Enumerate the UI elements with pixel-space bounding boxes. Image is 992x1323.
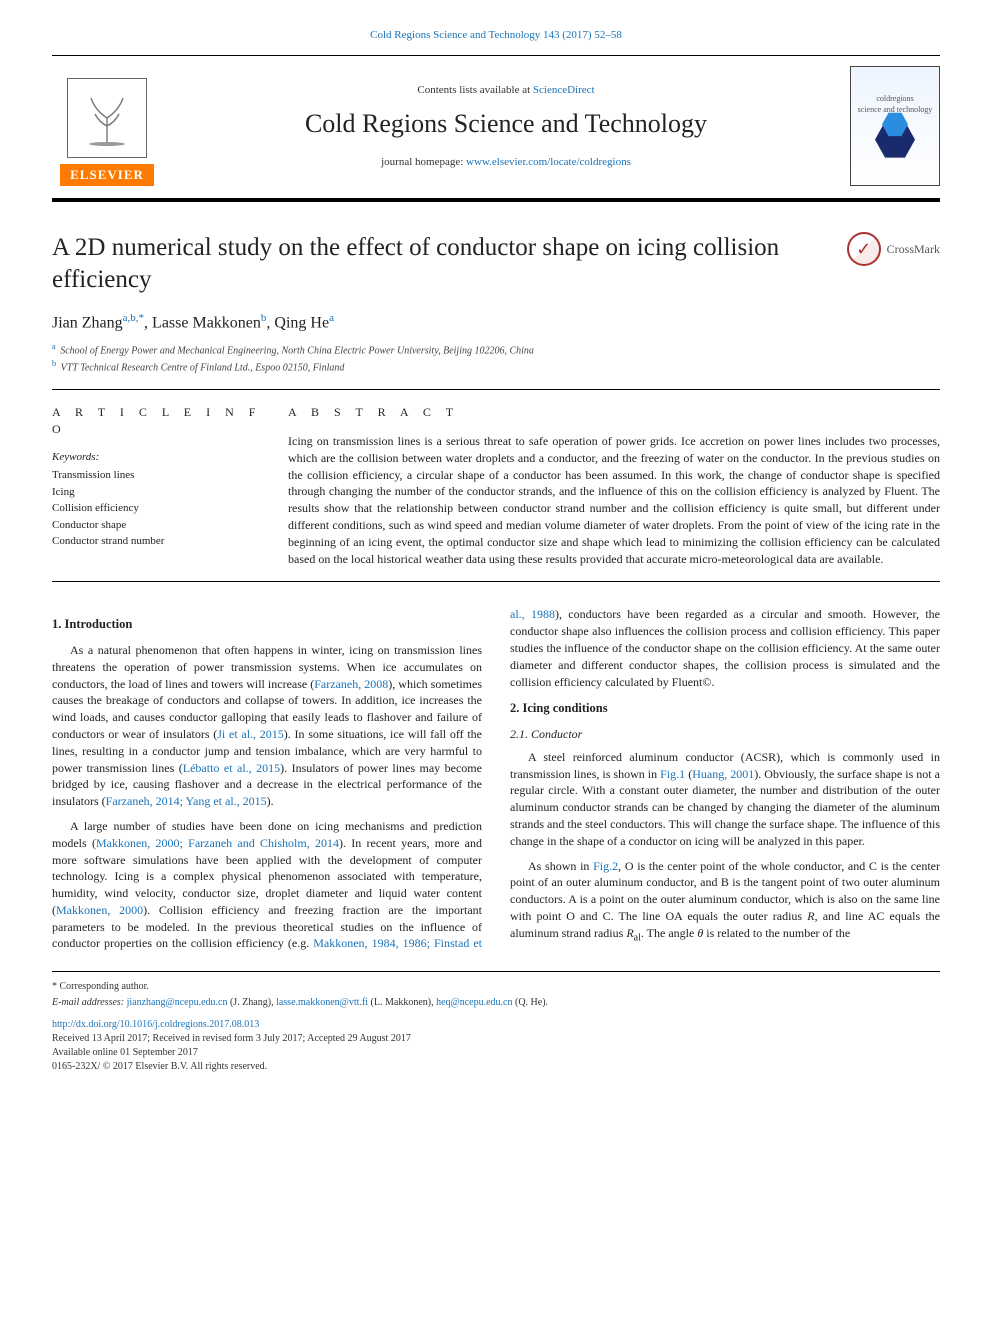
crossmark-label: CrossMark (887, 241, 940, 258)
article-info-col: A R T I C L E I N F O Keywords: Transmis… (52, 404, 262, 567)
contents-prefix: Contents lists available at (417, 84, 532, 96)
corresponding-author: * Corresponding author. (52, 980, 940, 994)
sciencedirect-link[interactable]: ScienceDirect (533, 84, 595, 96)
author-name: Jian Zhang (52, 314, 123, 331)
keyword-item: Conductor shape (52, 517, 262, 534)
homepage-line: journal homepage: www.elsevier.com/locat… (180, 155, 832, 170)
subsection-heading: 2.1. Conductor (510, 726, 940, 743)
email-link[interactable]: jianzhang@ncepu.edu.cn (127, 997, 228, 1008)
tree-svg-icon (77, 88, 137, 148)
online-line: Available online 01 September 2017 (52, 1046, 940, 1060)
abstract-heading: A B S T R A C T (288, 404, 940, 421)
body-paragraph: As a natural phenomenon that often happe… (52, 642, 482, 810)
citation-link[interactable]: Farzaneh, 2014; Yang et al., 2015 (106, 794, 267, 808)
journal-name: Cold Regions Science and Technology (180, 106, 832, 142)
section-heading: 1. Introduction (52, 616, 482, 634)
footer-block: * Corresponding author. E-mail addresses… (52, 971, 940, 1074)
copyright-line: 0165-232X/ © 2017 Elsevier B.V. All righ… (52, 1060, 940, 1074)
keyword-item: Icing (52, 484, 262, 501)
figure-link[interactable]: Fig.2 (593, 859, 618, 873)
author-affiliation-sup: a,b,* (123, 312, 144, 324)
keyword-item: Transmission lines (52, 467, 262, 484)
doi-link[interactable]: http://dx.doi.org/10.1016/j.coldregions.… (52, 1019, 259, 1030)
publisher-brand: ELSEVIER (60, 164, 154, 186)
abstract-col: A B S T R A C T Icing on transmission li… (288, 404, 940, 567)
author-affiliation-sup: a (329, 312, 334, 324)
citation-link[interactable]: Lébatto et al., 2015 (183, 761, 280, 775)
figure-link[interactable]: Fig.1 (660, 767, 685, 781)
journal-masthead: ELSEVIER Contents lists available at Sci… (52, 55, 940, 202)
history-line: Received 13 April 2017; Received in revi… (52, 1032, 940, 1046)
citation-link[interactable]: Ji et al., 2015 (217, 727, 284, 741)
email-link[interactable]: heq@ncepu.edu.cn (436, 997, 512, 1008)
emails-line: E-mail addresses: jianzhang@ncepu.edu.cn… (52, 996, 940, 1010)
affiliations: a School of Energy Power and Mechanical … (52, 341, 940, 376)
info-abstract-row: A R T I C L E I N F O Keywords: Transmis… (52, 404, 940, 567)
crossmark-icon: ✓ (847, 232, 881, 266)
doi-line: http://dx.doi.org/10.1016/j.coldregions.… (52, 1018, 940, 1032)
author-affiliation-sup: b (261, 312, 267, 324)
affiliation-line: b VTT Technical Research Centre of Finla… (52, 358, 940, 375)
citation-link[interactable]: Makkonen, 2000 (56, 903, 143, 917)
homepage-prefix: journal homepage: (381, 156, 466, 168)
author-line: Jian Zhanga,b,*, Lasse Makkonenb, Qing H… (52, 311, 940, 335)
cover-caption-top: coldregions (876, 93, 913, 104)
keywords-list: Transmission linesIcingCollision efficie… (52, 467, 262, 550)
running-head-link[interactable]: Cold Regions Science and Technology 143 … (370, 29, 622, 41)
masthead-center: Contents lists available at ScienceDirec… (180, 83, 832, 170)
article-title: A 2D numerical study on the effect of co… (52, 232, 831, 295)
page-root: Cold Regions Science and Technology 143 … (0, 0, 992, 1114)
article-body: 1. Introduction As a natural phenomenon t… (52, 606, 940, 952)
author-name: Lasse Makkonen (152, 314, 261, 331)
journal-homepage-link[interactable]: www.elsevier.com/locate/coldregions (466, 156, 631, 168)
running-head: Cold Regions Science and Technology 143 … (52, 28, 940, 43)
divider (52, 581, 940, 582)
publisher-logo: ELSEVIER (52, 66, 162, 186)
citation-link[interactable]: Makkonen, 2000; Farzaneh and Chisholm, 2… (96, 836, 339, 850)
keywords-label: Keywords: (52, 450, 262, 465)
emails-label: E-mail addresses: (52, 997, 127, 1008)
affiliation-line: a School of Energy Power and Mechanical … (52, 341, 940, 358)
crossmark-badge[interactable]: ✓ CrossMark (847, 232, 940, 266)
affiliation-sup: a (52, 342, 56, 351)
body-paragraph: As shown in Fig.2, O is the center point… (510, 858, 940, 946)
section-heading: 2. Icing conditions (510, 700, 940, 718)
citation-link[interactable]: Farzaneh, 2008 (314, 677, 388, 691)
keyword-item: Conductor strand number (52, 533, 262, 550)
elsevier-tree-icon (67, 78, 147, 158)
contents-line: Contents lists available at ScienceDirec… (180, 83, 832, 98)
abstract-text: Icing on transmission lines is a serious… (288, 433, 940, 567)
article-info-heading: A R T I C L E I N F O (52, 404, 262, 438)
author-name: Qing He (274, 314, 329, 331)
divider (52, 389, 940, 390)
body-paragraph: A steel reinforced aluminum conductor (A… (510, 749, 940, 850)
keyword-item: Collision efficiency (52, 500, 262, 517)
affiliation-sup: b (52, 359, 56, 368)
citation-link[interactable]: Huang, 2001 (692, 767, 754, 781)
title-row: A 2D numerical study on the effect of co… (52, 232, 940, 295)
journal-cover-thumb: coldregions science and technology (850, 66, 940, 186)
email-link[interactable]: lasse.makkonen@vtt.fi (276, 997, 368, 1008)
